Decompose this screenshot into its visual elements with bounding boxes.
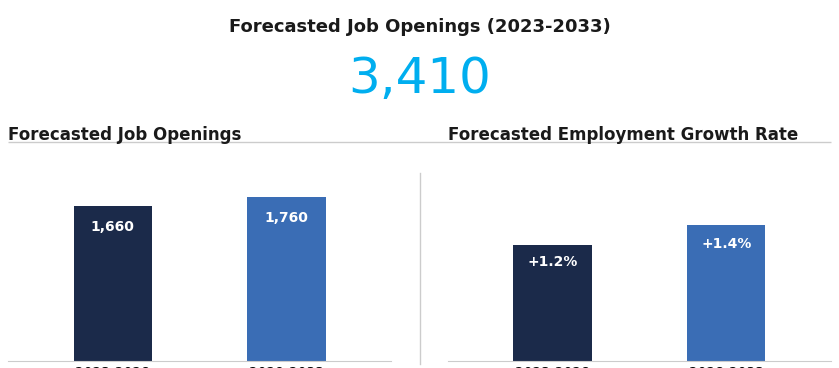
Text: +1.2%: +1.2% <box>527 255 578 269</box>
Text: 3,410: 3,410 <box>348 55 491 103</box>
Bar <box>74 206 152 361</box>
Text: 1,660: 1,660 <box>91 220 134 234</box>
Text: Forecasted Employment Growth Rate: Forecasted Employment Growth Rate <box>448 125 799 144</box>
Text: Forecasted Job Openings (2023-2033): Forecasted Job Openings (2023-2033) <box>228 18 611 36</box>
Bar <box>248 197 326 361</box>
Text: 1,760: 1,760 <box>264 212 309 226</box>
Bar <box>513 245 591 361</box>
Text: +1.4%: +1.4% <box>701 237 752 251</box>
Text: Forecasted Job Openings: Forecasted Job Openings <box>8 125 242 144</box>
Bar <box>687 225 765 361</box>
